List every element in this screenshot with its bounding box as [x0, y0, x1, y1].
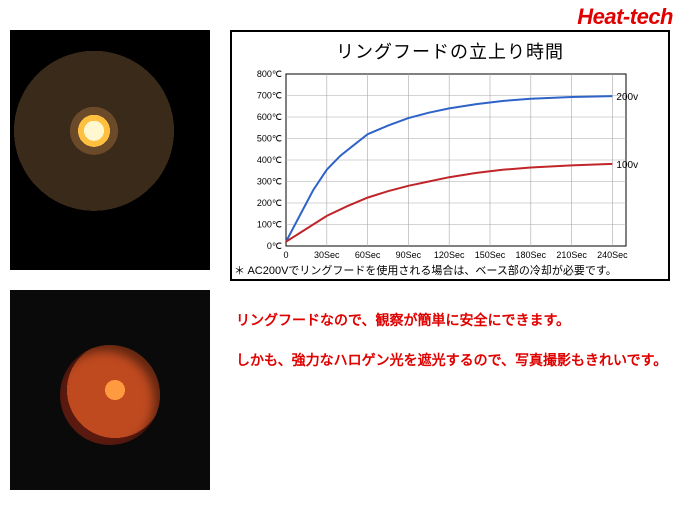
svg-text:0℃: 0℃ [267, 241, 282, 251]
product-photo-reflector [10, 30, 210, 270]
svg-text:200v: 200v [616, 92, 638, 103]
product-photo-ring-sample [10, 290, 210, 490]
svg-text:700℃: 700℃ [257, 91, 282, 101]
chart-footnote: ＊ AC200Vでリングフードを使用される場合は、ベース部の冷却が必要です。 [234, 262, 617, 278]
svg-text:210Sec: 210Sec [556, 250, 587, 260]
svg-text:30Sec: 30Sec [314, 250, 340, 260]
svg-text:600℃: 600℃ [257, 112, 282, 122]
svg-text:90Sec: 90Sec [396, 250, 422, 260]
svg-text:0: 0 [283, 250, 288, 260]
rise-time-chart: リングフードの立上り時間 0℃ 100℃ 200℃ 300℃ 400℃ 500℃ 600℃ 7… [230, 30, 670, 281]
svg-text:500℃: 500℃ [257, 134, 282, 144]
svg-text:60Sec: 60Sec [355, 250, 381, 260]
svg-text:180Sec: 180Sec [516, 250, 547, 260]
brand-logo: Heat-tech [577, 4, 673, 30]
note-line-2: しかも、強力なハロゲン光を遮光するので、写真撮影もきれいです。 [236, 350, 667, 370]
chart-title: リングフードの立上り時間 [238, 38, 662, 64]
svg-text:800℃: 800℃ [257, 69, 282, 79]
svg-text:100v: 100v [616, 160, 638, 171]
svg-text:240Sec: 240Sec [597, 250, 628, 260]
svg-text:150Sec: 150Sec [475, 250, 506, 260]
note-line-1: リングフードなので、観察が簡単に安全にできます。 [236, 310, 570, 330]
chart-canvas: 0℃ 100℃ 200℃ 300℃ 400℃ 500℃ 600℃ 700℃ 800℃ 0 30Sec… [238, 68, 662, 268]
svg-text:400℃: 400℃ [257, 155, 282, 165]
svg-text:200℃: 200℃ [257, 198, 282, 208]
svg-text:300℃: 300℃ [257, 177, 282, 187]
svg-text:100℃: 100℃ [257, 220, 282, 230]
svg-text:120Sec: 120Sec [434, 250, 465, 260]
